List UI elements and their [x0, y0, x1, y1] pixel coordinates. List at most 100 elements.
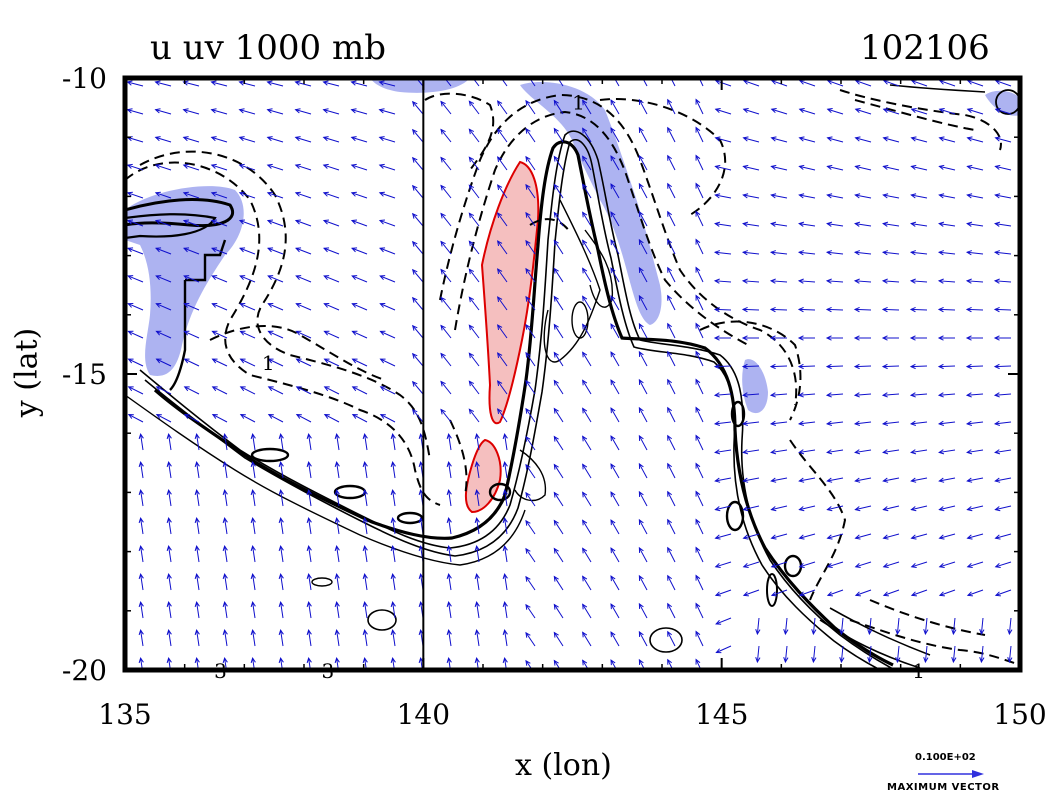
wind-vector: [841, 674, 843, 690]
wind-vector-head: [210, 136, 217, 142]
wind-vector-head: [826, 477, 833, 483]
solid-contour: [396, 511, 424, 525]
wind-vector: [553, 100, 564, 115]
wind-vector: [448, 574, 452, 591]
wind-vector: [183, 247, 200, 255]
wind-vector-head: [695, 434, 701, 441]
wind-vector-head: [166, 461, 172, 468]
wind-vector: [392, 518, 396, 535]
wind-vector-head: [100, 220, 105, 224]
wind-vector: [280, 602, 284, 619]
wind-vector-head: [610, 519, 616, 526]
wind-vector: [352, 303, 368, 311]
wind-vector-head: [582, 267, 588, 274]
wind-vector-head: [278, 461, 284, 468]
wind-vector: [715, 137, 732, 143]
wind-vector: [883, 533, 900, 539]
wind-vector: [113, 518, 115, 534]
wind-vector-head: [238, 136, 245, 142]
wind-vector: [610, 603, 620, 619]
wind-vector: [911, 421, 928, 425]
wind-vector-head: [714, 136, 721, 142]
wind-vector: [155, 275, 172, 283]
wind-vector: [128, 358, 144, 367]
wind-vector: [967, 165, 984, 171]
wind-vector-head: [194, 517, 200, 524]
wind-vector: [364, 602, 368, 619]
wind-vector-head: [770, 477, 777, 483]
wind-vector: [448, 490, 452, 507]
wind-vector-head: [468, 156, 475, 163]
wind-vector: [351, 220, 368, 227]
wind-vector: [525, 408, 536, 423]
wind-vector-head: [695, 462, 701, 469]
wind-vector: [695, 491, 704, 507]
wind-vector: [695, 323, 704, 339]
wind-vector-head: [966, 221, 973, 227]
wind-vector: [967, 561, 984, 568]
wind-vector: [939, 589, 956, 596]
wind-vector-head: [582, 659, 588, 666]
wind-vector-head: [910, 506, 917, 512]
wind-vector-head: [294, 108, 301, 114]
wind-vector: [448, 546, 452, 563]
wind-vector-head: [993, 278, 1000, 284]
wind-vector: [695, 295, 704, 311]
wind-vector: [771, 108, 788, 115]
wind-vector-head: [797, 420, 804, 426]
wind-vector: [827, 194, 844, 199]
chart-title-right: 102106: [860, 28, 990, 68]
wind-vector-head: [937, 335, 944, 341]
y-tick-label: -10: [62, 62, 107, 95]
wind-vector-head: [334, 517, 340, 524]
wind-vector-head: [965, 363, 972, 370]
wind-vector-head: [610, 323, 616, 330]
wind-vector-head: [306, 629, 312, 636]
wind-vector: [440, 325, 452, 339]
wind-vector: [995, 194, 1012, 199]
wind-vector-head: [582, 211, 588, 218]
wind-vector: [448, 630, 452, 647]
wind-vector-head: [812, 685, 816, 690]
wind-vector-head: [966, 534, 973, 540]
wind-vector: [336, 602, 340, 619]
wind-vector: [695, 127, 704, 143]
wind-vector: [967, 449, 984, 453]
wind-vector: [420, 658, 423, 670]
wind-vector: [771, 561, 788, 568]
wind-vector: [953, 674, 955, 690]
wind-vector: [497, 408, 508, 423]
wind-vector-head: [126, 108, 133, 114]
wind-vector: [855, 477, 872, 482]
wind-vector-head: [210, 219, 217, 225]
negative-shade-north: [370, 78, 470, 93]
wind-vector: [156, 414, 172, 423]
chart-title-left: u uv 1000 mb: [150, 28, 386, 68]
wind-vector-head: [127, 330, 134, 336]
dashed-contour: [424, 92, 495, 171]
wind-vector-head: [446, 517, 452, 524]
wind-vector-head: [854, 506, 861, 512]
wind-vector-head: [266, 219, 273, 225]
wind-vector-head: [769, 363, 776, 370]
wind-vector: [392, 630, 396, 647]
wind-vector: [695, 351, 704, 367]
wind-vector: [476, 546, 480, 563]
wind-vector: [715, 165, 732, 171]
wind-vector: [756, 645, 760, 662]
wind-vector-head: [111, 602, 115, 607]
wind-vector-head: [496, 352, 503, 359]
wind-vector: [224, 546, 228, 563]
wind-vector-head: [910, 136, 917, 142]
wind-vector: [610, 519, 620, 535]
wind-vector: [715, 80, 732, 87]
wind-vector-head: [390, 573, 396, 580]
wind-vector: [504, 546, 508, 563]
wind-vector-head: [468, 380, 475, 387]
wind-vector-head: [755, 629, 761, 636]
wind-vector-head: [882, 221, 889, 227]
wind-vector: [323, 220, 340, 227]
wind-vector: [497, 100, 508, 115]
wind-vector-head: [980, 685, 984, 690]
wind-vector-head: [868, 685, 872, 690]
